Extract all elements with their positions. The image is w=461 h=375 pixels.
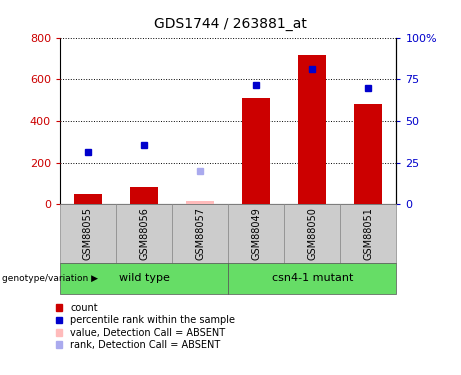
Bar bbox=[298, 55, 326, 204]
Bar bbox=[284, 204, 340, 262]
Bar bbox=[242, 98, 270, 204]
Bar bbox=[74, 194, 102, 204]
Bar bbox=[186, 201, 214, 204]
Bar bbox=[340, 204, 396, 262]
Bar bbox=[172, 204, 228, 262]
Text: GSM88055: GSM88055 bbox=[83, 207, 93, 260]
Text: wild type: wild type bbox=[118, 273, 170, 284]
Text: GSM88050: GSM88050 bbox=[307, 207, 317, 260]
Text: GDS1744 / 263881_at: GDS1744 / 263881_at bbox=[154, 17, 307, 31]
Text: genotype/variation ▶: genotype/variation ▶ bbox=[2, 274, 98, 283]
Text: GSM88051: GSM88051 bbox=[363, 207, 373, 260]
Bar bbox=[228, 262, 396, 294]
Text: GSM88049: GSM88049 bbox=[251, 207, 261, 260]
Bar bbox=[116, 204, 172, 262]
Bar bbox=[355, 104, 383, 204]
Text: GSM88056: GSM88056 bbox=[139, 207, 149, 260]
Legend: count, percentile rank within the sample, value, Detection Call = ABSENT, rank, : count, percentile rank within the sample… bbox=[56, 303, 235, 350]
Text: GSM88057: GSM88057 bbox=[195, 207, 205, 260]
Bar bbox=[130, 187, 158, 204]
Bar bbox=[60, 204, 116, 262]
Text: csn4-1 mutant: csn4-1 mutant bbox=[272, 273, 353, 284]
Bar bbox=[228, 204, 284, 262]
Bar bbox=[60, 262, 228, 294]
